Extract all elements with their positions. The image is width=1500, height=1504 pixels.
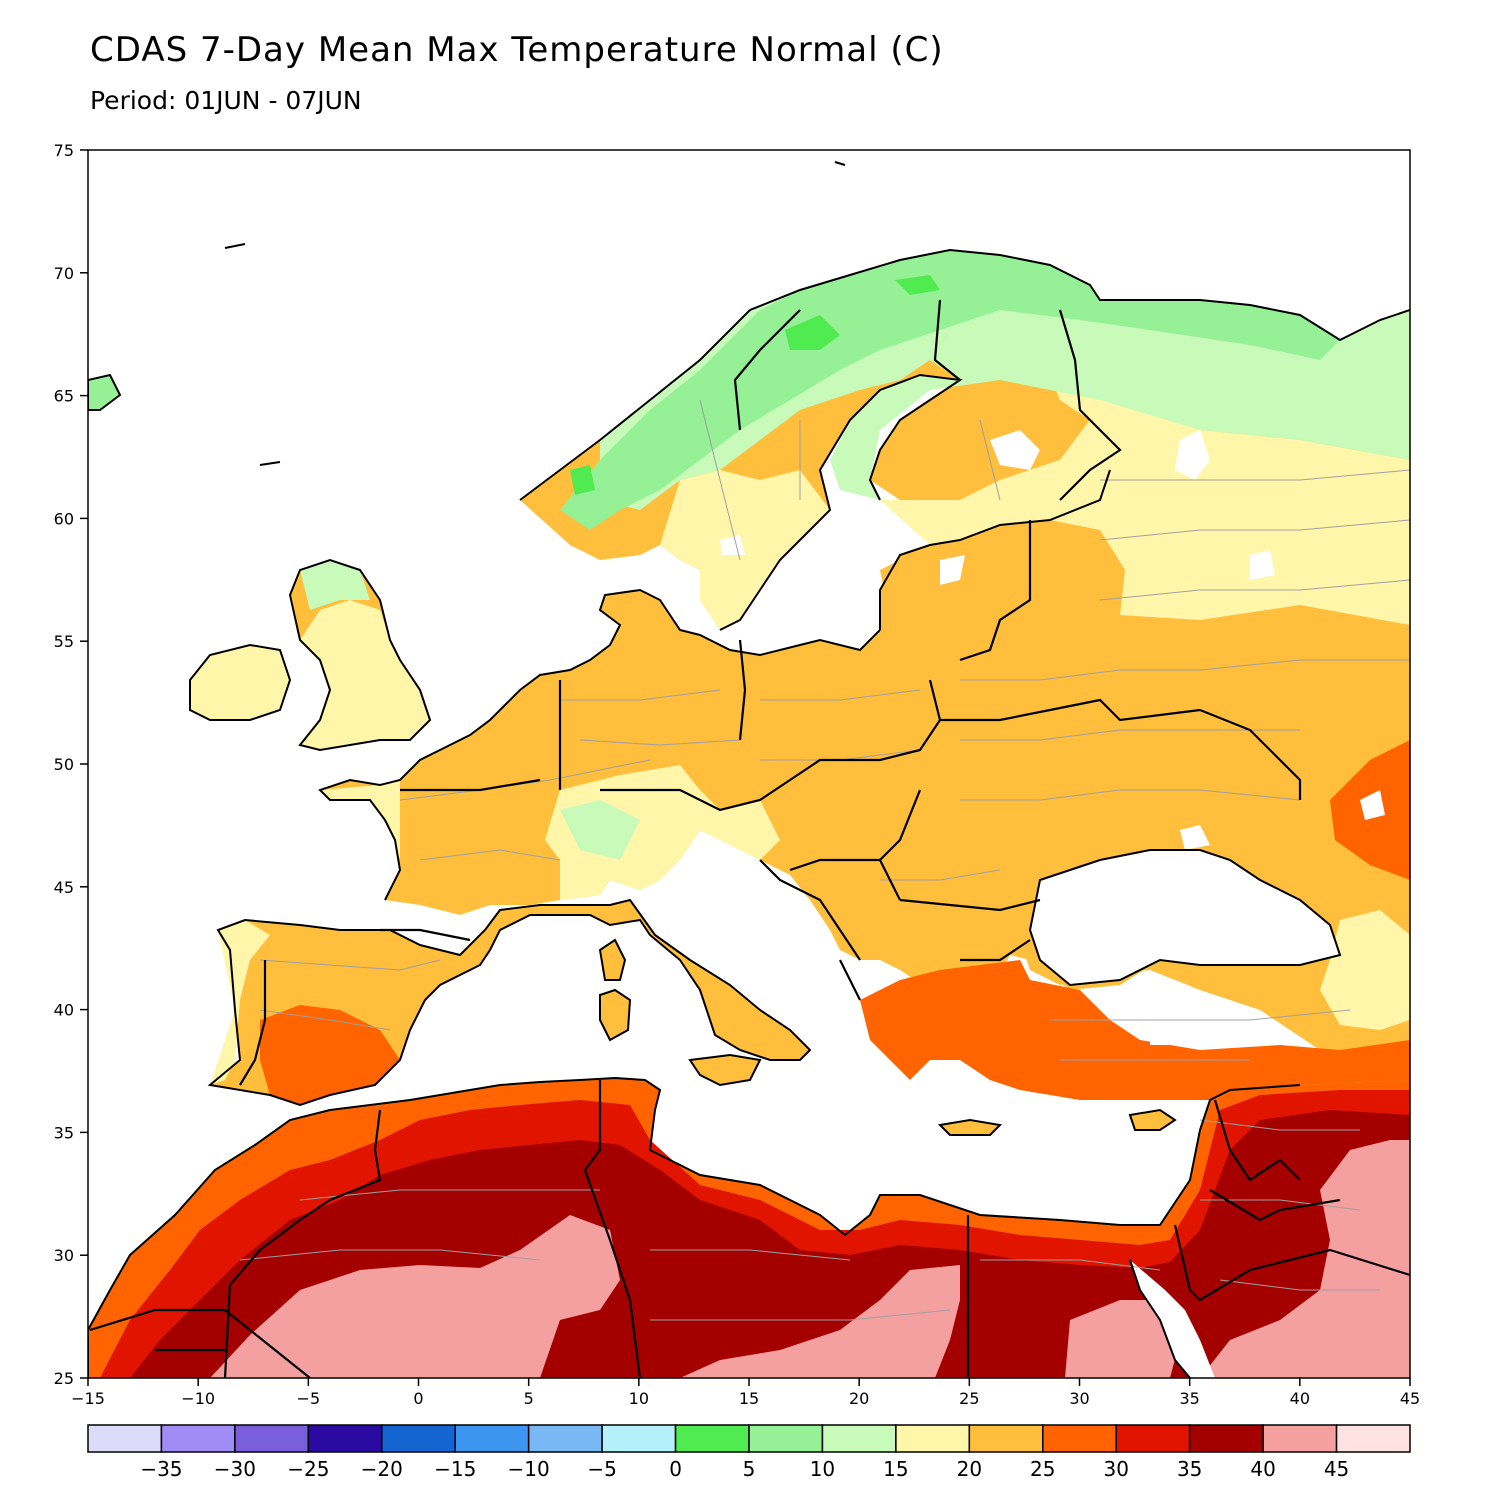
- x-tick-label: 25: [959, 1389, 979, 1408]
- x-axis: −15 −10 −5 0 5 10 15 20 25 30 35 40 45: [71, 1378, 1420, 1408]
- legend-label: −25: [287, 1457, 329, 1481]
- legend-swatch: [601, 1424, 677, 1453]
- legend-swatch: [674, 1424, 750, 1453]
- legend-swatch: [454, 1424, 530, 1453]
- y-tick-label: 75: [54, 141, 74, 160]
- zone-20-25: [190, 350, 1410, 1085]
- lakes: [720, 430, 1385, 1045]
- legend-label: 40: [1250, 1457, 1275, 1481]
- map-title: CDAS 7-Day Mean Max Temperature Normal (…: [90, 30, 944, 70]
- legend-swatch: [527, 1424, 603, 1453]
- legend-label: 10: [810, 1457, 835, 1481]
- color-legend: −35 −30 −25 −20 −15 −10 −5 0 5 10 15 20 25 30 35 40 45: [87, 1424, 1411, 1481]
- y-tick-label: 60: [54, 509, 74, 528]
- temperature-field: [88, 161, 1410, 1378]
- legend-swatch: [1188, 1424, 1264, 1453]
- legend-swatch: [1042, 1424, 1117, 1453]
- admin-borders: [239, 399, 1410, 1321]
- y-tick-label: 55: [54, 632, 74, 651]
- zone-10-15: [560, 250, 1340, 530]
- country-borders: [89, 299, 1410, 1378]
- legend-label: −10: [508, 1457, 550, 1481]
- y-tick-label: 45: [54, 878, 74, 897]
- x-tick-label: 35: [1179, 1389, 1199, 1408]
- y-tick-label: 50: [54, 755, 74, 774]
- coastline: [88, 161, 1410, 1378]
- map-subtitle: Period: 01JUN - 07JUN: [90, 86, 362, 115]
- legend-label: 15: [883, 1457, 908, 1481]
- legend-label: 35: [1177, 1457, 1202, 1481]
- legend-label: 45: [1324, 1457, 1349, 1481]
- y-axis: 25 30 35 40 45 50 55 60 65 70 75: [54, 141, 88, 1388]
- legend-label: −5: [587, 1457, 616, 1481]
- y-tick-label: 30: [54, 1246, 74, 1265]
- x-tick-label: 40: [1290, 1389, 1310, 1408]
- legend-label: −20: [361, 1457, 403, 1481]
- seas: [1030, 850, 1340, 1378]
- legend-swatch: [895, 1424, 971, 1453]
- legend-swatch: [307, 1424, 383, 1453]
- legend-swatch: [160, 1424, 236, 1453]
- zone-5-10: [570, 275, 940, 495]
- legend-label: −15: [434, 1457, 476, 1481]
- x-tick-label: 10: [629, 1389, 649, 1408]
- legend-swatch: [968, 1424, 1044, 1453]
- x-tick-label: −15: [71, 1389, 105, 1408]
- zone-45-50: [210, 1140, 1410, 1378]
- x-tick-label: −5: [297, 1389, 321, 1408]
- legend-swatch: [748, 1424, 824, 1453]
- legend-label: 30: [1103, 1457, 1128, 1481]
- legend-swatch: [821, 1424, 897, 1453]
- legend-swatch: [87, 1424, 163, 1453]
- legend-swatch: [234, 1424, 310, 1453]
- y-tick-label: 65: [54, 387, 74, 406]
- x-tick-label: 0: [413, 1389, 423, 1408]
- legend-swatch: [381, 1424, 456, 1453]
- legend-swatch: [1115, 1424, 1191, 1453]
- legend-label: 5: [743, 1457, 756, 1481]
- legend-label: −35: [140, 1457, 182, 1481]
- x-tick-label: 30: [1069, 1389, 1089, 1408]
- legend-label: 25: [1030, 1457, 1055, 1481]
- y-tick-label: 25: [54, 1369, 74, 1388]
- x-tick-label: −10: [181, 1389, 215, 1408]
- legend-label: 0: [669, 1457, 682, 1481]
- x-tick-label: 45: [1400, 1389, 1420, 1408]
- y-tick-label: 70: [54, 264, 74, 283]
- x-tick-label: 5: [524, 1389, 534, 1408]
- legend-swatch: [1262, 1424, 1338, 1453]
- legend-swatch: [1335, 1424, 1411, 1453]
- y-tick-label: 35: [54, 1123, 74, 1142]
- legend-label: −30: [214, 1457, 256, 1481]
- x-tick-label: 20: [849, 1389, 869, 1408]
- legend-label: 20: [957, 1457, 982, 1481]
- y-tick-label: 40: [54, 1001, 74, 1020]
- x-tick-label: 15: [739, 1389, 759, 1408]
